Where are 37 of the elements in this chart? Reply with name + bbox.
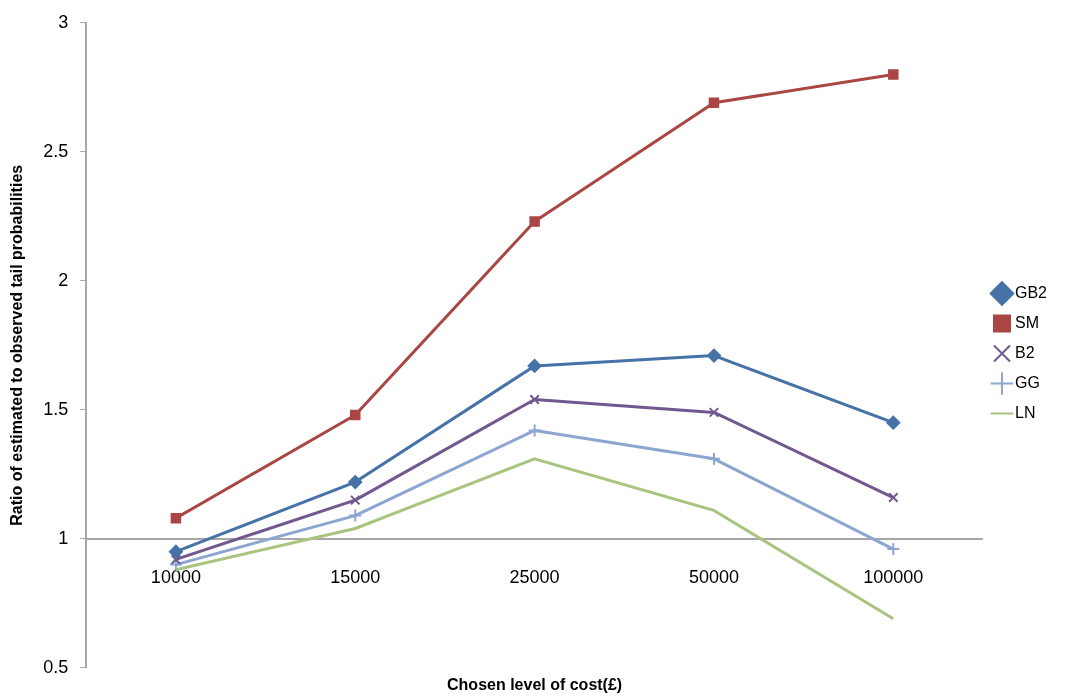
x-tick-label: 50000 [688,566,739,587]
point [348,508,363,523]
y-axis-title: Ratio of estimated to observed tail probabilities [8,164,26,526]
y-tick-label: 1 [58,527,69,548]
y-tick-label: 2.5 [43,140,69,161]
x-tick-label: 10000 [150,566,201,587]
y-tick-label: 2 [58,269,69,290]
y-tick-label: 1.5 [43,398,69,419]
legend-label: SM [1014,313,1039,331]
point [350,494,361,506]
x-axis-title: Chosen level of cost(£) [447,675,623,693]
point [527,423,542,438]
point [708,97,720,109]
point [348,475,363,490]
y-tick-label: 3 [58,11,69,32]
x-tick-label: 15000 [330,566,381,587]
point [888,69,899,80]
legend-label: GG [1014,373,1040,391]
point [168,544,183,559]
point [706,348,721,363]
point [706,451,721,466]
x-tick-label: 100000 [863,566,924,587]
point [170,512,182,524]
point [527,358,542,373]
point [529,216,540,227]
point [350,409,361,421]
point [886,415,901,430]
point [708,407,720,418]
point [886,542,901,557]
point [529,394,540,405]
y-tick-label: 0.5 [43,656,69,677]
x-tick-label: 25000 [509,566,560,587]
legend-label: B2 [1014,343,1035,361]
legend-label: GB2 [1014,283,1048,301]
legend-label: LN [1014,403,1036,421]
point [170,554,182,565]
point [888,492,899,503]
